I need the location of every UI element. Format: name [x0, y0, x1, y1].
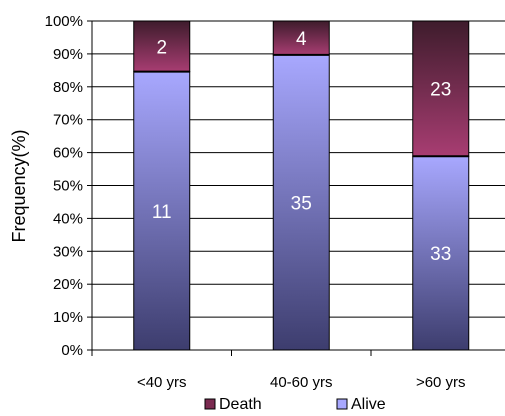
y-tick-label: 40%	[53, 210, 83, 227]
y-tick-label: 0%	[61, 342, 83, 359]
y-tick-label: 70%	[53, 112, 83, 129]
y-tick-label: 90%	[53, 46, 83, 63]
y-tick-label: 20%	[53, 276, 83, 293]
data-label-alive: 11	[152, 202, 172, 223]
y-tick-label: 10%	[53, 309, 83, 326]
x-category-label: >60 yrs	[416, 374, 466, 391]
bar-death	[133, 20, 191, 73]
y-tick-label: 50%	[53, 178, 83, 195]
bar-alive	[272, 54, 330, 351]
y-tick-label: 80%	[53, 79, 83, 96]
data-label-alive: 33	[430, 244, 451, 265]
data-label-death: 2	[156, 37, 167, 58]
bar-death	[272, 20, 330, 56]
y-tick-label: 100%	[45, 13, 83, 30]
y-tick-label: 60%	[53, 145, 83, 162]
data-label-alive: 35	[291, 193, 312, 214]
data-label-death: 4	[296, 29, 307, 50]
x-category-label: 40-60 yrs	[270, 374, 333, 391]
legend-swatch	[336, 398, 348, 410]
data-label-death: 23	[430, 80, 451, 101]
y-axis-title: Frequency(%)	[9, 129, 29, 242]
legend-swatch	[204, 398, 216, 410]
y-tick-label: 30%	[53, 243, 83, 260]
legend-label: Alive	[351, 396, 386, 413]
x-category-label: <40 yrs	[137, 374, 187, 391]
legend-label: Death	[219, 396, 262, 413]
